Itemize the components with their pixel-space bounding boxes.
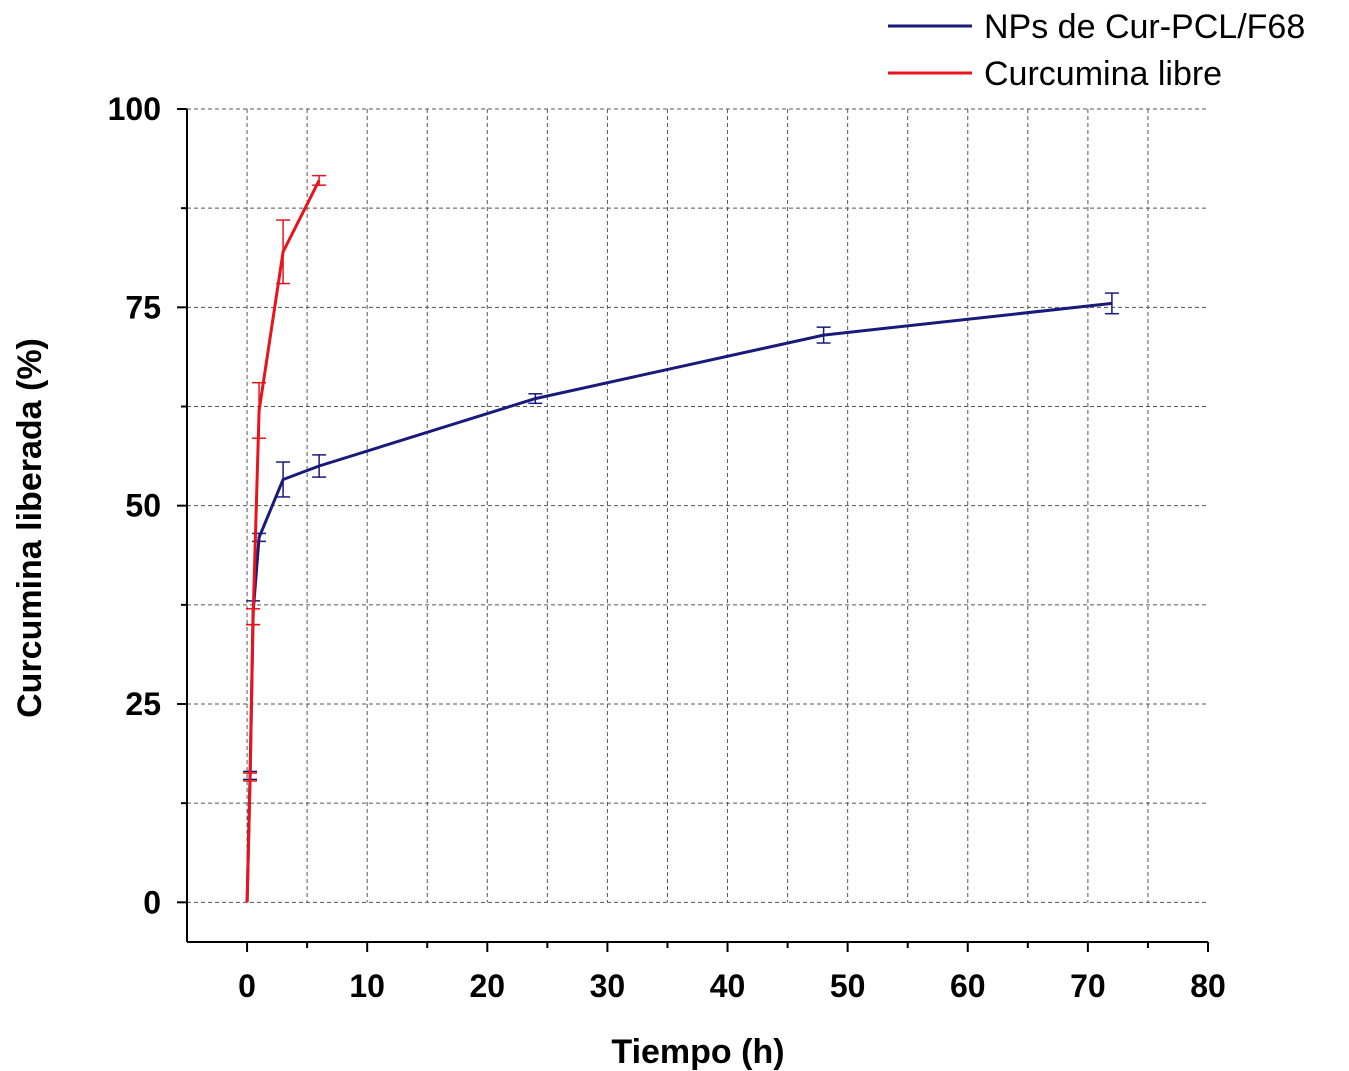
- series-libre: [243, 174, 327, 903]
- y-tick-label: 25: [125, 686, 161, 722]
- legend-label-nps: NPs de Cur-PCL/F68: [984, 8, 1305, 46]
- series: [243, 174, 1119, 903]
- x-tick-label: 80: [1190, 968, 1226, 1004]
- error-bar: [816, 326, 831, 344]
- x-tick-label: 10: [349, 968, 385, 1004]
- error-bar: [312, 454, 327, 478]
- ticks: 0 10 20 30 40 50 60 70 80 0 25 50 75 100: [108, 91, 1226, 1004]
- y-tick-label: 75: [125, 289, 161, 325]
- y-axis-title: Curcumina liberada (%): [11, 338, 49, 718]
- axes: [186, 109, 1208, 943]
- error-bar: [312, 174, 327, 186]
- x-tick-label: 30: [590, 968, 626, 1004]
- error-bar: [528, 393, 543, 405]
- x-tick-label: 40: [710, 968, 746, 1004]
- error-bar: [276, 461, 291, 498]
- legend: NPs de Cur-PCL/F68 Curcumina libre: [888, 8, 1305, 93]
- series-line-libre: [245, 179, 321, 903]
- error-bar: [243, 772, 258, 782]
- legend-label-libre: Curcumina libre: [984, 55, 1222, 93]
- x-tick-label: 60: [950, 968, 986, 1004]
- y-tick-label: 50: [125, 488, 161, 524]
- y-tick-label: 100: [108, 91, 161, 127]
- grid-lines: [187, 108, 1208, 903]
- x-tick-label: 70: [1070, 968, 1106, 1004]
- x-axis-title: Tiempo (h): [611, 1033, 784, 1071]
- series-nps: [243, 292, 1119, 903]
- error-bar: [252, 381, 267, 439]
- error-bar: [1104, 292, 1119, 315]
- error-bar: [276, 219, 291, 285]
- series-line-nps: [245, 301, 1113, 903]
- x-tick-label: 20: [469, 968, 505, 1004]
- x-tick-label: 0: [238, 968, 256, 1004]
- y-tick-label: 0: [143, 884, 161, 920]
- error-bar: [246, 608, 261, 626]
- x-tick-label: 50: [830, 968, 866, 1004]
